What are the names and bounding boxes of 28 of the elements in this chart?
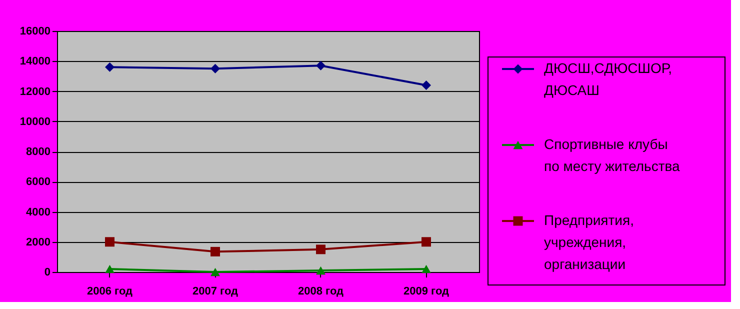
point (105, 237, 114, 247)
legend-label: Спортивные клубы по месту жительства (544, 136, 680, 174)
point (422, 264, 431, 274)
point (210, 246, 220, 256)
point (316, 60, 326, 70)
y-tick-label: 14000 (20, 56, 50, 68)
point (316, 266, 326, 275)
point (105, 62, 114, 72)
y-tick-label: 10000 (20, 116, 50, 128)
point (422, 80, 431, 90)
y-tick-label: 4000 (26, 206, 50, 218)
point (422, 237, 431, 247)
point (210, 268, 220, 276)
y-tick-label: 2000 (26, 236, 50, 248)
point (105, 264, 114, 274)
point (210, 64, 220, 74)
y-tick-label: 8000 (26, 146, 50, 158)
x-tick-label: 2008 год (298, 286, 344, 298)
x-tick-label: 2007 год (192, 286, 238, 298)
y-tick-label: 6000 (26, 176, 50, 188)
legend-label: ДЮСШ,СДЮСШОР, ДЮСАШ (544, 60, 672, 98)
x-tick-label: 2006 год (86, 286, 133, 298)
y-tick-label: 0 (44, 266, 50, 278)
y-tick-label: 16000 (20, 26, 50, 38)
point (316, 244, 326, 254)
legend-label: Предприятия, учреждения, организации (544, 212, 634, 272)
x-tick-label: 2009 год (403, 286, 450, 298)
y-tick-label: 12000 (20, 86, 50, 98)
